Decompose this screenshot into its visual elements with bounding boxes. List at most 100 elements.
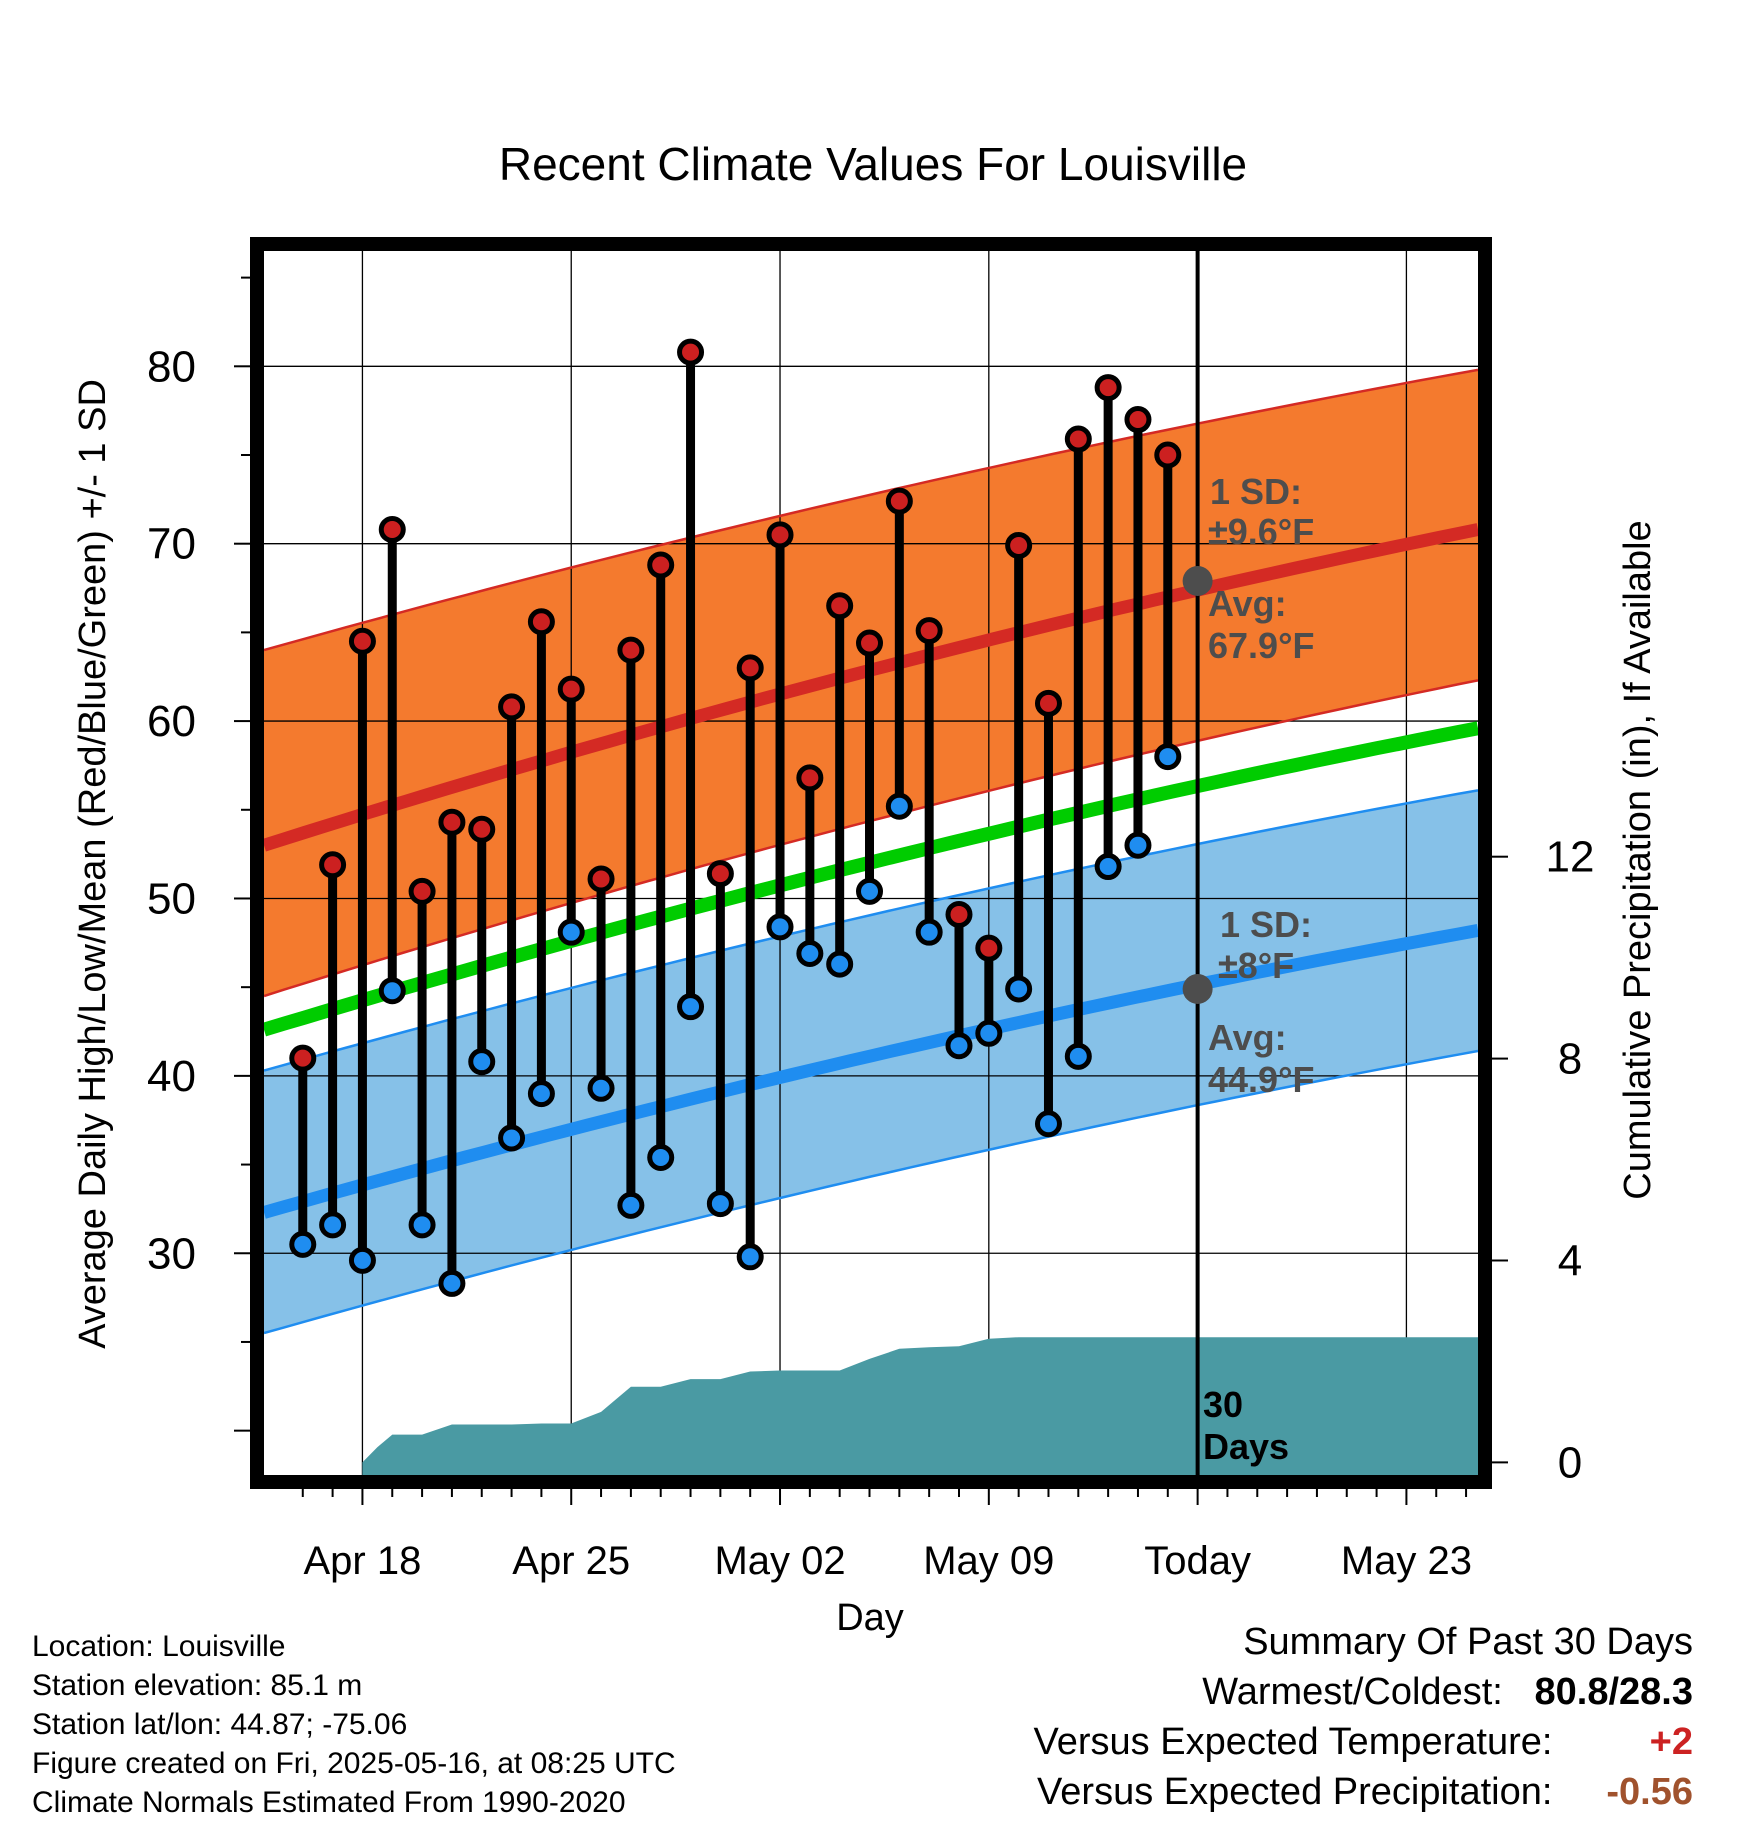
temperature-label: Versus Expected Temperature: <box>1033 1721 1553 1763</box>
high-point <box>766 521 794 549</box>
low-point <box>736 1243 764 1271</box>
y2-tick-label: 4 <box>1558 1236 1582 1285</box>
y2-tick-label: 0 <box>1558 1438 1582 1487</box>
low-point <box>975 1019 1003 1047</box>
low-avg-value: 44.9°F <box>1208 1059 1314 1100</box>
low-point <box>1064 1042 1092 1070</box>
high-point <box>348 627 376 655</box>
low-point <box>408 1211 436 1239</box>
high-sd-value: ±9.6°F <box>1208 511 1314 552</box>
high-point <box>319 851 347 879</box>
high-point <box>1094 374 1122 402</box>
low-point <box>557 918 585 946</box>
low-point <box>438 1269 466 1297</box>
low-point <box>856 877 884 905</box>
y2-tick-label: 8 <box>1558 1035 1582 1084</box>
x-tick-label: May 23 <box>1341 1539 1472 1583</box>
summary-title: Summary Of Past 30 Days <box>1243 1621 1693 1663</box>
footer-created: Figure created on Fri, 2025-05-16, at 08… <box>32 1747 676 1780</box>
low-point <box>706 1190 734 1218</box>
low-point <box>766 913 794 941</box>
high-point <box>408 877 436 905</box>
low-sd-value: ±8°F <box>1218 945 1294 986</box>
x-tick-label: Apr 18 <box>304 1539 422 1583</box>
high-point <box>945 900 973 928</box>
low-point <box>468 1048 496 1076</box>
high-avg-label: Avg: <box>1208 583 1287 624</box>
temperature-value: +2 <box>1649 1721 1693 1763</box>
high-point <box>706 860 734 888</box>
observations <box>289 338 1182 1297</box>
y-tick-label: 80 <box>147 342 196 391</box>
low-sd-lower-line <box>264 1049 1478 1335</box>
high-sd-upper-line <box>264 368 1478 652</box>
plot-area <box>264 251 1478 1475</box>
high-point <box>1064 425 1092 453</box>
low-point <box>498 1124 526 1152</box>
low-point <box>677 993 705 1021</box>
high-point <box>856 629 884 657</box>
footer-location: Location: Louisville <box>32 1630 286 1663</box>
y2-tick-label: 12 <box>1546 833 1595 882</box>
precip-days-label-2: Days <box>1203 1426 1289 1467</box>
y-tick-label: 60 <box>147 697 196 746</box>
low-point <box>945 1032 973 1060</box>
high-point <box>915 617 943 645</box>
summary-temperature: Versus Expected Temperature: +2 <box>1034 1722 1693 1762</box>
precipitation-value: -0.56 <box>1606 1771 1693 1813</box>
low-avg-label: Avg: <box>1208 1017 1287 1058</box>
high-point <box>647 551 675 579</box>
precipitation-label: Versus Expected Precipitation: <box>1037 1771 1553 1813</box>
high-point <box>498 693 526 721</box>
low-point <box>378 977 406 1005</box>
low-point <box>885 792 913 820</box>
plot-frame <box>250 237 1492 1489</box>
x-tick-label: May 09 <box>923 1539 1054 1583</box>
low-sd-label: 1 SD: <box>1220 904 1312 945</box>
low-point <box>915 918 943 946</box>
y-tick-label: 70 <box>147 520 196 569</box>
low-point <box>1094 853 1122 881</box>
high-point <box>378 516 406 544</box>
low-point <box>796 939 824 967</box>
y-axis-left: 30 40 50 60 70 80 <box>147 276 250 1432</box>
high-point <box>527 608 555 636</box>
high-point <box>438 808 466 836</box>
high-avg-value: 67.9°F <box>1208 625 1314 666</box>
high-point <box>587 865 615 893</box>
low-point <box>826 950 854 978</box>
high-point <box>1154 441 1182 469</box>
footer-elevation: Station elevation: 85.1 m <box>32 1669 363 1702</box>
warmest-coldest-value: 80.8/28.3 <box>1534 1671 1693 1713</box>
footer-latlon: Station lat/lon: 44.87; -75.06 <box>32 1708 408 1741</box>
summary-warmest-coldest: Warmest/Coldest: 80.8/28.3 <box>1202 1672 1693 1712</box>
high-point <box>885 487 913 515</box>
low-point <box>527 1080 555 1108</box>
y-tick-label: 50 <box>147 874 196 923</box>
high-avg-marker <box>1182 565 1213 596</box>
high-point <box>468 815 496 843</box>
y-axis-label: Average Daily High/Low/Mean (Red/Blue/Gr… <box>72 379 114 1349</box>
y2-axis-label: Cumulative Precipitation (in), If Availa… <box>1617 520 1659 1199</box>
annotations: 1 SD: ±9.6°F Avg: 67.9°F 1 SD: ±8°F Avg:… <box>1182 471 1314 1467</box>
high-point <box>617 636 645 664</box>
precip-days-label-1: 30 <box>1203 1384 1243 1425</box>
low-point <box>1005 975 1033 1003</box>
high-point <box>1124 406 1152 434</box>
chart-title: Recent Climate Values For Louisville <box>499 138 1247 190</box>
y-tick-label: 40 <box>147 1052 196 1101</box>
low-point <box>1124 831 1152 859</box>
high-point <box>677 338 705 366</box>
y-tick-label: 30 <box>147 1229 196 1278</box>
high-point <box>736 654 764 682</box>
high-point <box>1005 531 1033 559</box>
low-point <box>319 1211 347 1239</box>
high-point <box>557 675 585 703</box>
low-point <box>289 1230 317 1258</box>
high-point <box>1034 689 1062 717</box>
low-point <box>348 1246 376 1274</box>
x-tick-label: Today <box>1144 1539 1251 1583</box>
x-tick-label: Apr 25 <box>512 1539 630 1583</box>
low-sd-upper-line <box>264 789 1478 1072</box>
